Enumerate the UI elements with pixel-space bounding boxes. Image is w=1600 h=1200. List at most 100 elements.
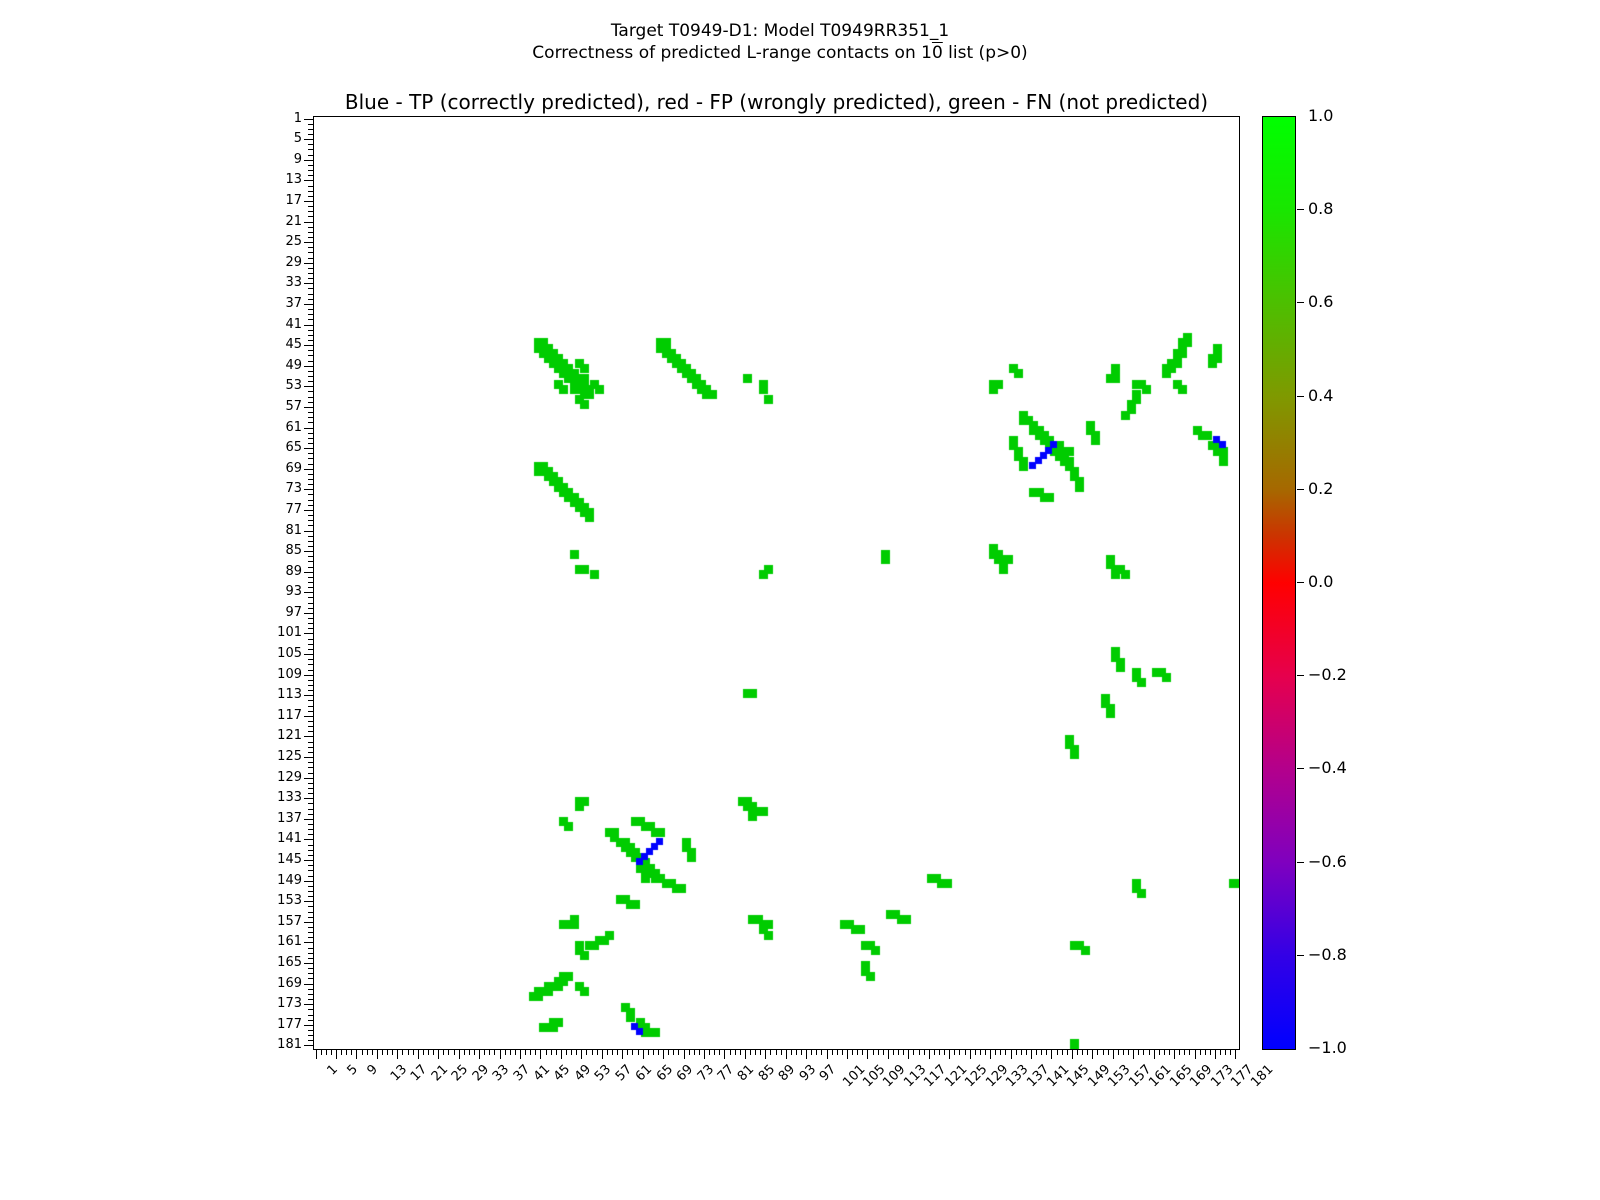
x-axis-tick (484, 1050, 486, 1055)
x-axis-tick (514, 1050, 516, 1055)
y-axis-tick (304, 839, 313, 841)
x-axis-tick (591, 1050, 593, 1055)
colorbar: 1.0 0.8 0.6 0.4 0.2 0.0 −0.2 −0.4 −0.6 −0.8 −1.0 (1262, 108, 1347, 1056)
x-axis-tick (683, 1050, 685, 1059)
x-axis-tick (1066, 1050, 1068, 1055)
x-axis-tick (351, 1050, 353, 1055)
colorbar-tick (1297, 488, 1304, 490)
x-axis-tick (1031, 1050, 1033, 1059)
x-axis-tick (1092, 1050, 1094, 1059)
x-axis-tick (387, 1050, 389, 1055)
x-axis-tick (433, 1050, 435, 1055)
x-axis-label: 45 (551, 1062, 574, 1085)
y-axis-tick (304, 159, 313, 161)
x-axis-tick (1082, 1050, 1084, 1055)
x-axis-tick (341, 1050, 343, 1055)
x-axis-tick (990, 1050, 992, 1059)
y-axis-tick (304, 139, 313, 141)
x-axis-tick (755, 1050, 757, 1055)
x-axis-tick (1102, 1050, 1104, 1055)
y-axis-tick (304, 860, 313, 862)
subtitle-suffix: list (p>0) (942, 43, 1028, 63)
x-axis-tick (790, 1050, 792, 1055)
x-axis-tick (320, 1050, 322, 1055)
x-axis-ticks (313, 1050, 1240, 1059)
y-axis-tick (304, 633, 313, 635)
y-axis-label: 49 (285, 357, 302, 373)
y-axis-label: 25 (285, 234, 302, 250)
x-axis-tick (647, 1050, 649, 1055)
x-axis-tick (366, 1050, 368, 1055)
x-axis-tick (489, 1050, 491, 1055)
x-axis-tick (642, 1050, 644, 1059)
y-axis-tick (304, 612, 313, 614)
x-axis-tick (606, 1050, 608, 1055)
x-axis-tick (918, 1050, 920, 1055)
y-axis-tick (304, 571, 313, 573)
x-axis-tick (586, 1050, 588, 1055)
x-axis-tick (663, 1050, 665, 1059)
x-axis-tick (964, 1050, 966, 1055)
contact-map-plot-area (313, 116, 1240, 1050)
x-axis-tick (417, 1050, 419, 1059)
y-axis-label: 165 (277, 955, 302, 971)
y-axis-tick (304, 736, 313, 738)
x-axis-tick (862, 1050, 864, 1055)
x-axis-tick-labels: 1 5 9 13 17 21 25 29 33 37 41 45 49 53 57 61 65 69 73 77 81 8… (313, 1060, 1277, 1140)
colorbar-ticks (1297, 116, 1305, 1050)
y-axis-label: 57 (285, 398, 302, 414)
x-axis-tick (596, 1050, 598, 1055)
x-axis-tick (847, 1050, 849, 1059)
y-axis-tick (304, 963, 313, 965)
x-axis-tick (739, 1050, 741, 1055)
y-axis-tick (304, 1004, 313, 1006)
x-axis-tick (898, 1050, 900, 1055)
x-axis-tick (734, 1050, 736, 1055)
x-axis-tick (632, 1050, 634, 1055)
x-axis-tick (611, 1050, 613, 1055)
x-axis-tick (1051, 1050, 1053, 1059)
x-axis-label: 61 (633, 1062, 656, 1085)
x-axis-tick (509, 1050, 511, 1055)
x-axis-label: 97 (817, 1062, 840, 1085)
y-axis-label: 101 (277, 625, 302, 641)
x-axis-tick (335, 1050, 337, 1059)
x-axis-tick (729, 1050, 731, 1055)
x-axis-tick (652, 1050, 654, 1055)
y-axis-tick (304, 695, 313, 697)
x-axis-tick (1097, 1050, 1099, 1055)
x-axis-tick (867, 1050, 869, 1059)
x-axis-tick (525, 1050, 527, 1055)
x-axis-tick (1071, 1050, 1073, 1059)
x-axis-tick (795, 1050, 797, 1055)
x-axis-tick (330, 1050, 332, 1055)
x-axis-tick (617, 1050, 619, 1055)
x-axis-label: 33 (489, 1062, 513, 1085)
y-axis-tick (304, 489, 313, 491)
y-axis-label: 61 (285, 419, 302, 435)
x-axis-tick (1041, 1050, 1043, 1055)
x-axis-tick (944, 1050, 946, 1055)
x-axis-label: 73 (694, 1062, 717, 1085)
x-axis-tick (325, 1050, 327, 1055)
y-axis-label: 89 (285, 563, 302, 579)
x-axis-tick (473, 1050, 475, 1055)
y-axis-label: 113 (277, 687, 302, 703)
x-axis-tick (857, 1050, 859, 1055)
y-axis-label: 117 (277, 707, 302, 723)
x-axis-tick (427, 1050, 429, 1055)
x-axis-tick (1005, 1050, 1007, 1055)
y-axis-tick (304, 242, 313, 244)
x-axis-tick (545, 1050, 547, 1055)
x-axis-tick (1061, 1050, 1063, 1055)
x-axis-tick (438, 1050, 440, 1059)
x-axis-tick (315, 1050, 317, 1059)
x-axis-tick (882, 1050, 884, 1055)
x-axis-tick (939, 1050, 941, 1055)
x-axis-tick (463, 1050, 465, 1055)
x-axis-tick (714, 1050, 716, 1055)
x-axis-label: 9 (364, 1062, 382, 1079)
x-axis-tick (954, 1050, 956, 1055)
x-axis-tick (412, 1050, 414, 1055)
x-axis-tick (535, 1050, 537, 1055)
